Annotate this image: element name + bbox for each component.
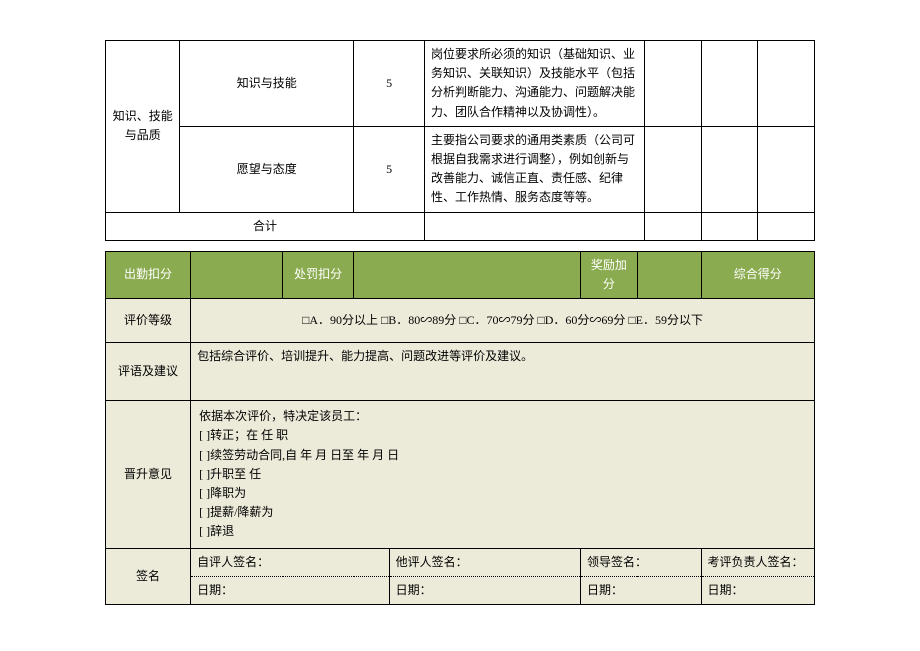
item-weight: 5 — [354, 41, 425, 127]
comments-text[interactable]: 包括综合评价、培训提升、能力提高、问题改进等评价及建议。 — [191, 343, 815, 401]
empty-cell — [425, 212, 645, 240]
item-name: 愿望与态度 — [180, 126, 354, 212]
empty-cell — [701, 41, 758, 127]
empty-cell — [758, 41, 815, 127]
evaluation-criteria-table: 知识、技能与品质 知识与技能 5 岗位要求所必须的知识（基础知识、业务知识、关联… — [105, 40, 815, 241]
item-weight: 5 — [354, 126, 425, 212]
attendance-deduct-label: 出勤扣分 — [106, 251, 191, 298]
sign-row-labels: 签名 自评人签名： 他评人签名： 领导签名： 考评负责人签名： — [106, 548, 815, 576]
empty-cell — [644, 212, 701, 240]
reviewer-date[interactable]: 日期： — [701, 576, 814, 604]
other-sign[interactable]: 他评人签名： — [389, 548, 580, 576]
rating-label: 评价等级 — [106, 299, 191, 343]
promotion-line: [ ]提薪/降薪为 — [199, 503, 806, 522]
comments-row: 评语及建议 包括综合评价、培训提升、能力提高、问题改进等评价及建议。 — [106, 343, 815, 401]
total-label: 合计 — [106, 212, 425, 240]
empty-cell — [644, 41, 701, 127]
attendance-deduct-value[interactable] — [191, 251, 283, 298]
promotion-line: [ ]降职为 — [199, 484, 806, 503]
empty-cell — [644, 126, 701, 212]
self-sign[interactable]: 自评人签名： — [191, 548, 389, 576]
assessment-table: 出勤扣分 处罚扣分 奖励加分 综合得分 评价等级 □A．90分以上 □B．80∽… — [105, 251, 815, 605]
reward-add-label: 奖励加分 — [581, 251, 638, 298]
total-score-label: 综合得分 — [701, 251, 814, 298]
criteria-row: 知识、技能与品质 知识与技能 5 岗位要求所必须的知识（基础知识、业务知识、关联… — [106, 41, 815, 127]
category-cell: 知识、技能与品质 — [106, 41, 180, 213]
promotion-line: [ ]转正；在 任 职 — [199, 426, 806, 445]
item-desc: 岗位要求所必须的知识（基础知识、业务知识、关联知识）及技能水平（包括分析判断能力… — [425, 41, 645, 127]
leader-date[interactable]: 日期： — [581, 576, 702, 604]
empty-cell — [701, 212, 758, 240]
item-desc: 主要指公司要求的通用类素质（公司可根据自我需求进行调整），例如创新与改善能力、诚… — [425, 126, 645, 212]
promotion-line: [ ]升职至 任 — [199, 465, 806, 484]
reward-add-value[interactable] — [637, 251, 701, 298]
reviewer-sign[interactable]: 考评负责人签名： — [701, 548, 814, 576]
empty-cell — [758, 212, 815, 240]
promotion-label: 晋升意见 — [106, 401, 191, 548]
self-date[interactable]: 日期： — [191, 576, 389, 604]
total-row: 合计 — [106, 212, 815, 240]
rating-row: 评价等级 □A．90分以上 □B．80∽89分 □C．70∽79分 □D．60分… — [106, 299, 815, 343]
rating-options[interactable]: □A．90分以上 □B．80∽89分 □C．70∽79分 □D．60分∽69分 … — [191, 299, 815, 343]
promotion-body[interactable]: 依据本次评价，特决定该员工： [ ]转正；在 任 职 [ ]续签劳动合同,自 年… — [191, 401, 815, 548]
promotion-line: [ ]辞退 — [199, 522, 806, 541]
promotion-row: 晋升意见 依据本次评价，特决定该员工： [ ]转正；在 任 职 [ ]续签劳动合… — [106, 401, 815, 548]
sign-label: 签名 — [106, 548, 191, 604]
penalty-deduct-label: 处罚扣分 — [283, 251, 354, 298]
empty-cell — [701, 126, 758, 212]
penalty-deduct-value[interactable] — [354, 251, 581, 298]
item-name: 知识与技能 — [180, 41, 354, 127]
promotion-line: [ ]续签劳动合同,自 年 月 日至 年 月 日 — [199, 446, 806, 465]
leader-sign[interactable]: 领导签名： — [581, 548, 702, 576]
comments-label: 评语及建议 — [106, 343, 191, 401]
promotion-line: 依据本次评价，特决定该员工： — [199, 407, 806, 426]
other-date[interactable]: 日期： — [389, 576, 580, 604]
empty-cell — [758, 126, 815, 212]
criteria-row: 愿望与态度 5 主要指公司要求的通用类素质（公司可根据自我需求进行调整），例如创… — [106, 126, 815, 212]
score-bar: 出勤扣分 处罚扣分 奖励加分 综合得分 — [106, 251, 815, 298]
sign-row-dates: 日期： 日期： 日期： 日期： — [106, 576, 815, 604]
